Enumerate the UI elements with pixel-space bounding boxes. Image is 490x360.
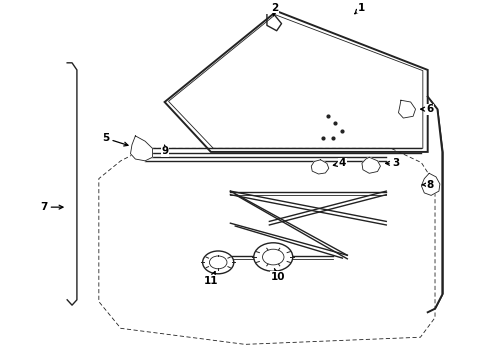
Circle shape [254,243,293,271]
Polygon shape [311,160,329,174]
Text: 10: 10 [271,269,285,282]
Text: 4: 4 [333,158,346,168]
Circle shape [202,251,234,274]
Text: 6: 6 [421,104,434,114]
Text: 9: 9 [161,145,168,156]
Polygon shape [362,157,380,173]
Text: 8: 8 [422,180,434,190]
Text: 11: 11 [204,271,218,286]
Polygon shape [421,173,440,195]
Text: 7: 7 [41,202,63,212]
Text: 2: 2 [271,3,279,16]
Text: 1: 1 [355,3,365,14]
Text: 5: 5 [102,133,128,146]
Polygon shape [398,100,416,118]
Polygon shape [130,136,152,161]
Text: 3: 3 [386,158,400,168]
